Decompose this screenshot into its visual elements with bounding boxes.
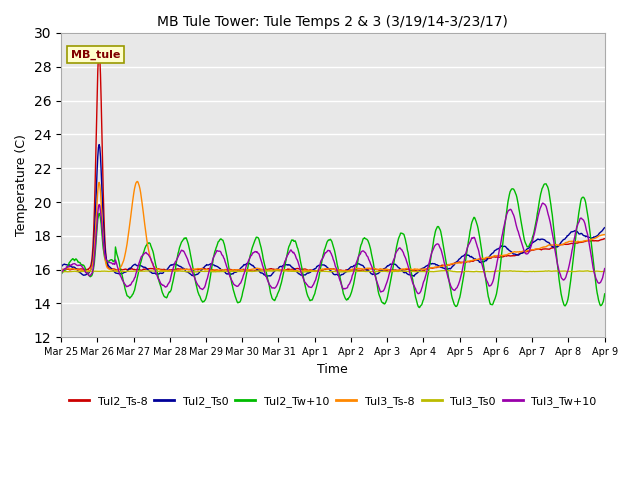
Tul2_Ts0 [405,272,413,277]
Tul2_Ts0 [57,264,65,270]
Tul2_Ts-8 [527,248,534,254]
Tul2_Tw+10 [470,215,478,220]
Tul2_Ts-8 [404,266,412,272]
Tul2_Ts-8 [57,266,65,272]
Line: Tul3_Ts-8: Tul3_Ts-8 [61,181,605,272]
Tul2_Tw+10 [90,260,98,265]
Tul3_Tw+10 [403,261,411,266]
Tul3_Ts0 [90,268,98,274]
Tul3_Ts-8 [374,266,382,272]
Title: MB Tule Tower: Tule Temps 2 & 3 (3/19/14-3/23/17): MB Tule Tower: Tule Temps 2 & 3 (3/19/14… [157,15,508,29]
Text: MB_tule: MB_tule [71,49,120,60]
Line: Tul2_Ts-8: Tul2_Ts-8 [61,51,605,271]
Tul3_Tw+10 [601,265,609,271]
Tul2_Ts0 [95,142,103,147]
Tul3_Ts-8 [601,232,609,238]
Tul3_Tw+10 [57,270,65,276]
Tul2_Ts0 [527,242,534,248]
Tul2_Ts-8 [90,208,98,214]
Tul3_Ts-8 [312,269,319,275]
Tul3_Ts-8 [471,257,479,263]
Line: Tul3_Ts0: Tul3_Ts0 [61,271,605,272]
Tul3_Ts0 [57,269,65,275]
Tul2_Tw+10 [373,279,381,285]
Tul2_Tw+10 [601,291,609,297]
Tul2_Tw+10 [526,241,534,247]
Tul2_Tw+10 [542,181,550,187]
Tul3_Tw+10 [526,247,534,252]
Tul3_Ts-8 [527,247,534,253]
Tul2_Ts0 [262,274,270,279]
Tul3_Ts0 [404,269,412,275]
Tul2_Ts-8 [601,236,609,241]
Tul2_Ts0 [90,233,98,239]
Tul3_Ts0 [471,269,479,275]
Tul2_Ts-8 [416,268,424,274]
Tul3_Ts-8 [133,179,141,184]
Line: Tul2_Ts0: Tul2_Ts0 [61,144,605,276]
Tul2_Ts0 [388,262,396,267]
Tul3_Ts0 [443,268,451,274]
Tul2_Ts-8 [95,48,103,54]
Tul2_Ts0 [374,271,382,276]
Tul3_Ts-8 [405,266,413,272]
X-axis label: Time: Time [317,362,348,375]
Tul3_Tw+10 [90,254,98,260]
Tul2_Ts-8 [471,257,479,263]
Y-axis label: Temperature (C): Temperature (C) [15,134,28,236]
Tul3_Ts0 [527,268,534,274]
Tul2_Ts-8 [388,267,396,273]
Tul2_Tw+10 [57,271,65,277]
Tul3_Ts0 [601,268,609,274]
Line: Tul3_Tw+10: Tul3_Tw+10 [61,203,605,294]
Tul3_Ts0 [300,269,307,275]
Tul3_Ts0 [388,269,396,275]
Tul3_Tw+10 [470,234,478,240]
Tul3_Ts-8 [90,244,98,250]
Tul2_Ts0 [471,256,479,262]
Tul3_Ts0 [374,269,381,275]
Tul2_Tw+10 [416,305,424,311]
Line: Tul2_Tw+10: Tul2_Tw+10 [61,184,605,308]
Tul2_Ts0 [601,225,609,230]
Tul3_Tw+10 [539,200,547,206]
Legend: Tul2_Ts-8, Tul2_Ts0, Tul2_Tw+10, Tul3_Ts-8, Tul3_Ts0, Tul3_Tw+10: Tul2_Ts-8, Tul2_Ts0, Tul2_Tw+10, Tul3_Ts… [65,392,601,411]
Tul3_Ts-8 [388,268,396,274]
Tul3_Ts-8 [57,266,65,272]
Tul2_Tw+10 [387,276,395,281]
Tul2_Tw+10 [403,247,411,253]
Tul2_Ts-8 [374,266,381,272]
Tul3_Tw+10 [414,291,422,297]
Tul3_Tw+10 [373,278,381,284]
Tul3_Tw+10 [387,265,395,271]
